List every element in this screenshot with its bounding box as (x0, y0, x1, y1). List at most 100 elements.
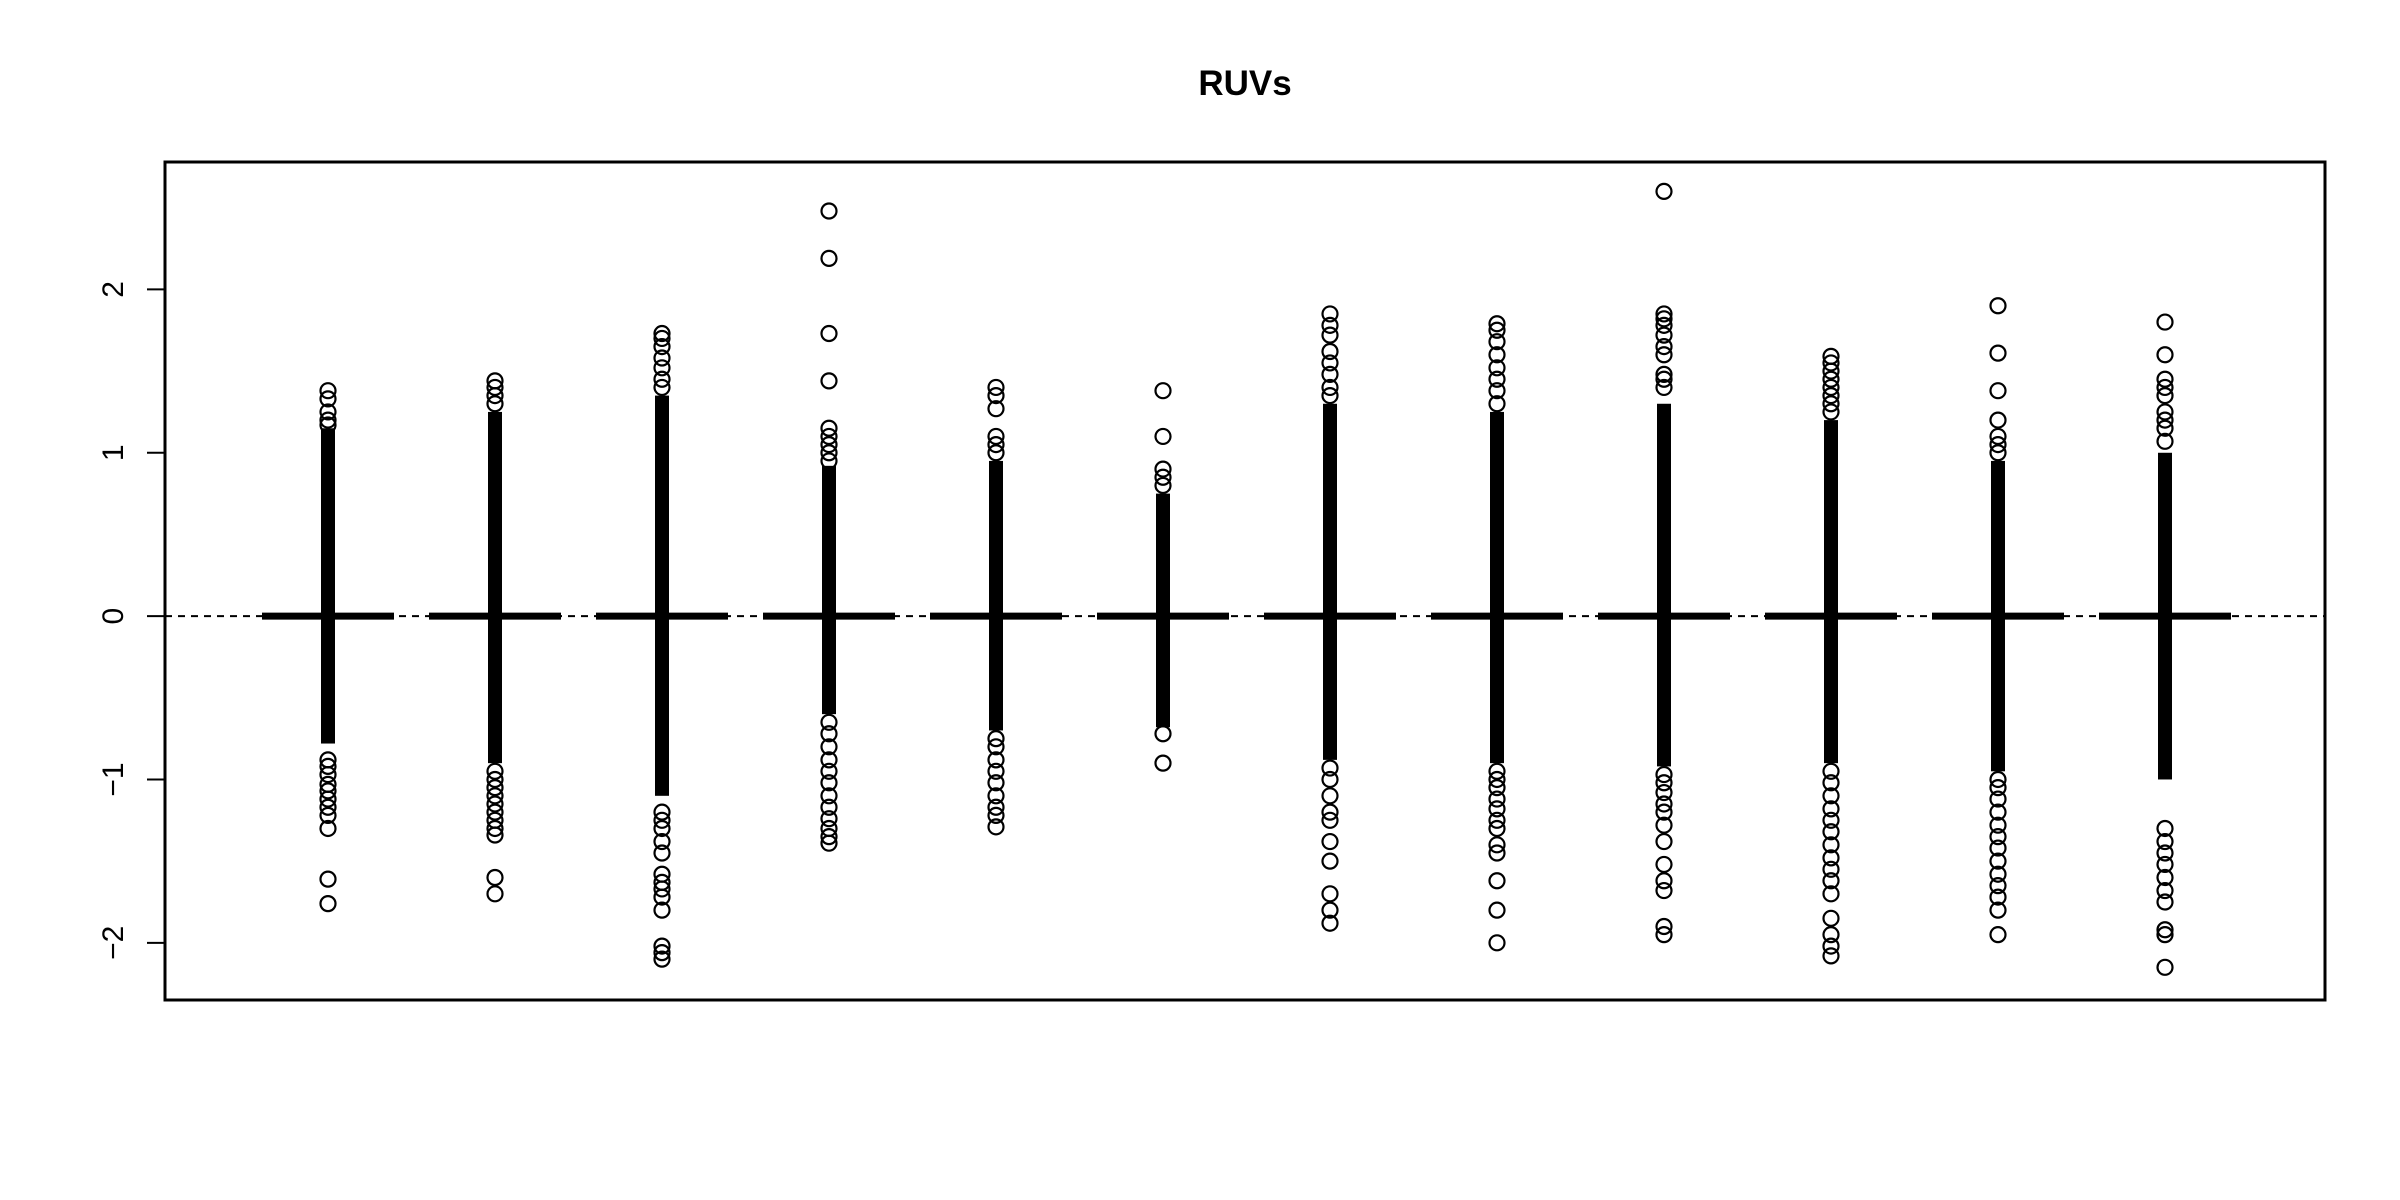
outlier-point (1488, 790, 1506, 808)
outlier-point (820, 828, 838, 846)
outlier-point (486, 762, 504, 780)
outlier-point (486, 779, 504, 797)
outlier-point (1655, 346, 1673, 364)
outlier-point (987, 806, 1005, 825)
outlier-point (1488, 762, 1506, 780)
outlier-point (319, 411, 337, 429)
outlier-point (319, 782, 337, 800)
dense-points-band (655, 395, 669, 796)
box-8 (1431, 315, 1563, 952)
outlier-point (1822, 823, 1840, 841)
outlier-point (2156, 926, 2174, 944)
outlier-point (820, 249, 838, 267)
outlier-point (1154, 382, 1172, 400)
outlier-point (319, 819, 337, 838)
outlier-point (1321, 803, 1339, 821)
outlier-point (486, 386, 504, 405)
outlier-point (1989, 803, 2007, 821)
outlier-point (486, 885, 504, 903)
outlier-point (1989, 436, 2007, 454)
outlier-point (1321, 811, 1339, 829)
outlier-point (1655, 795, 1673, 813)
outlier-point (1154, 476, 1172, 495)
outlier-point (2156, 819, 2174, 838)
outlier-point (2156, 893, 2174, 911)
plot-frame (163, 160, 2327, 1002)
box-9 (1598, 182, 1730, 944)
outlier-point (1655, 370, 1673, 388)
outlier-point (1822, 926, 1840, 944)
outlier-point (653, 359, 671, 377)
outlier-point (1655, 917, 1673, 936)
outlier-point (1321, 885, 1339, 903)
outlier-point (820, 372, 838, 390)
outlier-point (653, 937, 671, 955)
outlier-point (319, 806, 337, 825)
outlier-point (2156, 313, 2174, 331)
outlier-point (1321, 342, 1339, 361)
dense-points-band (488, 411, 502, 764)
outlier-point (1321, 378, 1339, 397)
y-tick-label: −2 (97, 926, 130, 960)
outlier-point (1822, 947, 1840, 965)
outlier-point (1655, 182, 1673, 201)
outlier-point (319, 403, 337, 421)
outlier-point (653, 819, 671, 838)
outlier-point (820, 713, 838, 731)
outlier-point (1989, 790, 2007, 808)
outlier-point (1488, 844, 1506, 862)
outlier-point (820, 762, 838, 780)
outlier-point (319, 790, 337, 808)
outlier-point (1989, 411, 2007, 429)
outlier-point (653, 888, 671, 906)
outlier-point (653, 844, 671, 862)
outlier-point (1822, 403, 1840, 421)
box-5 (930, 378, 1062, 836)
dense-points-band (1323, 403, 1337, 760)
y-tick-label: −1 (97, 762, 130, 796)
outlier-point (1488, 934, 1506, 952)
outlier-point (1488, 811, 1506, 829)
outlier-point (1655, 316, 1673, 334)
outlier-point (1488, 346, 1506, 364)
dense-points-band (1490, 411, 1504, 764)
outlier-point (987, 798, 1005, 816)
outlier-point (820, 725, 838, 743)
outlier-point (486, 787, 504, 805)
outlier-point (1822, 787, 1840, 805)
outlier-point (1989, 779, 2007, 797)
y-axis: −2 −1 0 1 2 (97, 281, 165, 960)
outlier-point (820, 452, 838, 470)
outlier-point (987, 730, 1005, 748)
outlier-point (1488, 315, 1506, 333)
outlier-point (1989, 297, 2007, 315)
outlier-point (1488, 770, 1506, 789)
outlier-point (1321, 770, 1339, 789)
outlier-point (319, 390, 337, 408)
outlier-point (2156, 403, 2174, 421)
chart-title: RUVs (1198, 64, 1291, 103)
outlier-point (1989, 839, 2007, 857)
outlier-point (1655, 816, 1673, 834)
outlier-point (987, 400, 1005, 418)
outlier-point (2156, 419, 2174, 437)
outlier-point (1655, 310, 1673, 328)
outlier-point (1321, 316, 1339, 334)
outlier-point (1321, 901, 1339, 919)
outlier-point (820, 774, 838, 792)
outlier-point (2156, 346, 2174, 364)
outlier-point (1822, 354, 1840, 372)
outlier-point (1321, 759, 1339, 777)
outlier-point (2156, 855, 2174, 874)
outlier-point (1321, 386, 1339, 405)
outlier-point (2156, 868, 2174, 887)
outlier-point (653, 378, 671, 397)
outlier-point (486, 819, 504, 838)
outlier-point (1989, 427, 2007, 446)
outlier-point (820, 787, 838, 805)
outlier-point (1989, 382, 2007, 400)
outlier-point (653, 803, 671, 821)
outlier-point (1989, 852, 2007, 870)
outlier-point (319, 895, 337, 913)
outlier-point (319, 416, 337, 434)
